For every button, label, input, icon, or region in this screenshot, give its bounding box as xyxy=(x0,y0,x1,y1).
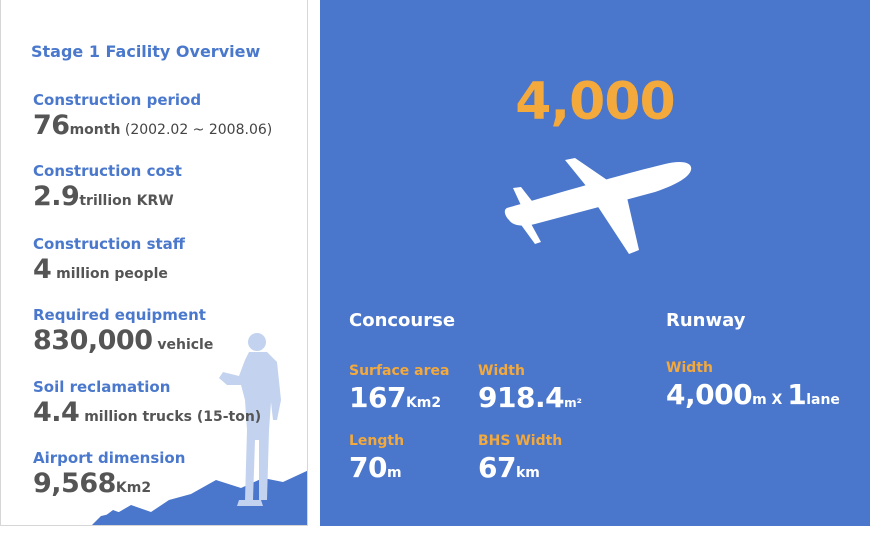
concourse-width-stat: Width 918.4m² xyxy=(478,363,582,418)
length-value: 70m xyxy=(349,451,402,484)
ground-shape-small xyxy=(105,510,121,518)
surface-area-stat: Surface area 167Km2 xyxy=(349,363,449,418)
construction-cost-label: Construction cost xyxy=(33,162,182,180)
airplane-icon xyxy=(504,158,692,254)
runway-width-label: Width xyxy=(666,360,713,376)
airport-dimension-label: Airport dimension xyxy=(33,449,186,467)
construction-staff-value: 4 million people xyxy=(33,254,168,285)
surface-area-value: 167Km2 xyxy=(349,381,442,414)
concourse-width-value: 918.4m² xyxy=(478,381,582,414)
construction-staff-item: Construction staff 4 million people xyxy=(33,235,185,288)
soil-reclamation-value: 4.4 million trucks (15-ton) xyxy=(33,397,262,428)
bhs-width-label: BHS Width xyxy=(478,433,563,449)
runway-width-stat: Width 4,000m X 1lane xyxy=(666,360,840,415)
runway-width-value: 4,000m X 1lane xyxy=(666,378,840,411)
bhs-width-stat: BHS Width 67km xyxy=(478,433,562,488)
soil-reclamation-item: Soil reclamation 4.4 million trucks (15-… xyxy=(33,378,261,431)
required-equipment-label: Required equipment xyxy=(33,306,206,324)
required-equipment-value: 830,000 vehicle xyxy=(33,325,214,356)
overview-title: Stage 1 Facility Overview xyxy=(31,42,261,61)
concourse-width-label: Width xyxy=(478,363,525,379)
construction-cost-value: 2.9trillion KRW xyxy=(33,181,174,212)
runway-title: Runway xyxy=(666,310,746,331)
construction-period-item: Construction period 76month (2002.02 ~ 2… xyxy=(33,91,272,144)
runway-concourse-panel: 4,000 Concourse Runway Surface area 167K… xyxy=(320,0,870,526)
bhs-width-value: 67km xyxy=(478,451,540,484)
construction-period-value: 76month (2002.02 ~ 2008.06) xyxy=(33,110,273,141)
construction-period-label: Construction period xyxy=(33,91,202,109)
length-stat: Length 70m xyxy=(349,433,404,488)
concourse-title: Concourse xyxy=(349,310,456,331)
soil-reclamation-label: Soil reclamation xyxy=(33,378,171,396)
required-equipment-item: Required equipment 830,000 vehicle xyxy=(33,306,213,359)
highlight-number: 4,000 xyxy=(515,72,675,132)
surface-area-label: Surface area xyxy=(349,363,450,379)
length-label: Length xyxy=(349,433,405,449)
airport-dimension-value: 9,568Km2 xyxy=(33,468,152,499)
airport-dimension-item: Airport dimension 9,568Km2 xyxy=(33,449,185,502)
facility-overview-panel: Stage 1 Facility Overview Construction p… xyxy=(0,0,308,526)
construction-staff-label: Construction staff xyxy=(33,235,185,253)
construction-cost-item: Construction cost 2.9trillion KRW xyxy=(33,162,182,215)
